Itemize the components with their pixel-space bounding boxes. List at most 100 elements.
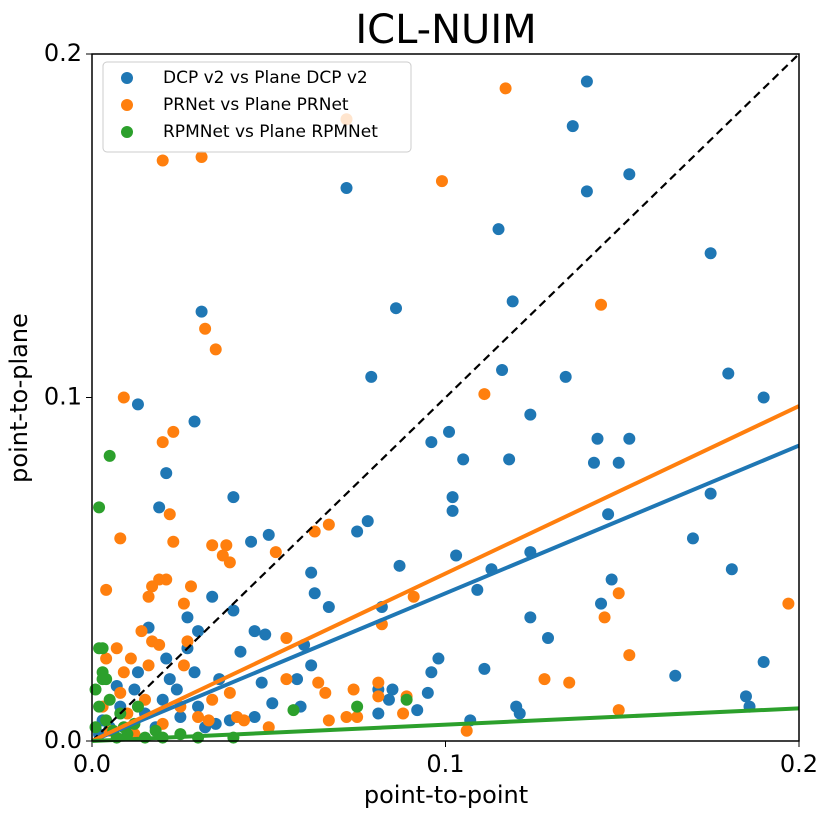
- x-tick-label: 0.0: [73, 750, 111, 778]
- y-tick-label: 0.1: [44, 383, 82, 411]
- point: [432, 652, 445, 665]
- point: [669, 669, 682, 682]
- point: [478, 662, 491, 675]
- legend-marker: [121, 126, 133, 138]
- point: [506, 295, 519, 308]
- point: [400, 693, 413, 706]
- point: [291, 673, 304, 686]
- point: [192, 710, 205, 723]
- point: [248, 710, 261, 723]
- point: [347, 683, 360, 696]
- point: [167, 535, 180, 548]
- point: [280, 673, 293, 686]
- point: [156, 154, 169, 167]
- diagonal: [91, 53, 800, 742]
- point: [259, 628, 272, 641]
- point: [425, 436, 438, 449]
- point: [598, 611, 611, 624]
- point: [142, 590, 155, 603]
- point: [114, 532, 127, 545]
- point: [612, 456, 625, 469]
- point: [266, 697, 279, 710]
- point: [103, 693, 116, 706]
- point: [114, 686, 127, 699]
- point: [782, 597, 795, 610]
- point: [591, 432, 604, 445]
- point: [559, 370, 572, 383]
- point: [206, 693, 219, 706]
- point: [305, 566, 318, 579]
- point: [450, 549, 463, 562]
- point: [757, 391, 770, 404]
- point: [184, 580, 197, 593]
- point: [351, 525, 364, 538]
- fit-line: [91, 443, 800, 743]
- point: [566, 120, 579, 133]
- point: [386, 683, 399, 696]
- point: [542, 631, 555, 644]
- point: [421, 686, 434, 699]
- point: [227, 604, 240, 617]
- point: [471, 583, 484, 596]
- point: [103, 449, 116, 462]
- point: [202, 714, 215, 727]
- fit-line: [91, 706, 800, 743]
- point: [524, 611, 537, 624]
- point: [457, 453, 470, 466]
- point: [503, 453, 516, 466]
- point: [602, 508, 615, 521]
- point: [382, 693, 395, 706]
- point: [757, 655, 770, 668]
- point: [492, 223, 505, 236]
- y-tick-label: 0.0: [44, 726, 82, 754]
- point: [93, 700, 106, 713]
- chart-title: ICL-NUIM: [355, 7, 536, 53]
- point: [704, 247, 717, 260]
- point: [563, 676, 576, 689]
- point: [580, 185, 593, 198]
- point: [234, 645, 247, 658]
- point: [322, 601, 335, 614]
- point: [195, 151, 208, 164]
- point: [443, 425, 456, 438]
- point: [223, 686, 236, 699]
- point: [220, 539, 233, 552]
- point: [262, 528, 275, 541]
- legend-label: DCP v2 vs Plane DCP v2: [163, 68, 368, 88]
- point: [195, 305, 208, 318]
- point: [223, 556, 236, 569]
- point: [163, 508, 176, 521]
- point: [322, 518, 335, 531]
- point: [725, 563, 738, 576]
- point: [340, 181, 353, 194]
- point: [513, 707, 526, 720]
- point: [248, 625, 261, 638]
- point: [181, 611, 194, 624]
- point: [460, 724, 473, 737]
- point: [612, 587, 625, 600]
- x-tick-label: 0.2: [780, 750, 818, 778]
- point: [435, 175, 448, 188]
- point: [131, 398, 144, 411]
- point: [407, 590, 420, 603]
- point: [722, 367, 735, 380]
- point: [365, 370, 378, 383]
- point: [390, 302, 403, 315]
- point: [623, 432, 636, 445]
- point: [287, 704, 300, 717]
- point: [372, 676, 385, 689]
- point: [96, 642, 109, 655]
- point: [605, 573, 618, 586]
- point: [312, 676, 325, 689]
- point: [135, 625, 148, 638]
- legend-marker: [121, 72, 133, 84]
- point: [425, 666, 438, 679]
- point: [100, 714, 113, 727]
- point: [163, 673, 176, 686]
- legend-label: PRNet vs Plane PRNet: [163, 95, 349, 115]
- point: [177, 659, 190, 672]
- point: [397, 707, 410, 720]
- point: [372, 707, 385, 720]
- point: [446, 504, 459, 517]
